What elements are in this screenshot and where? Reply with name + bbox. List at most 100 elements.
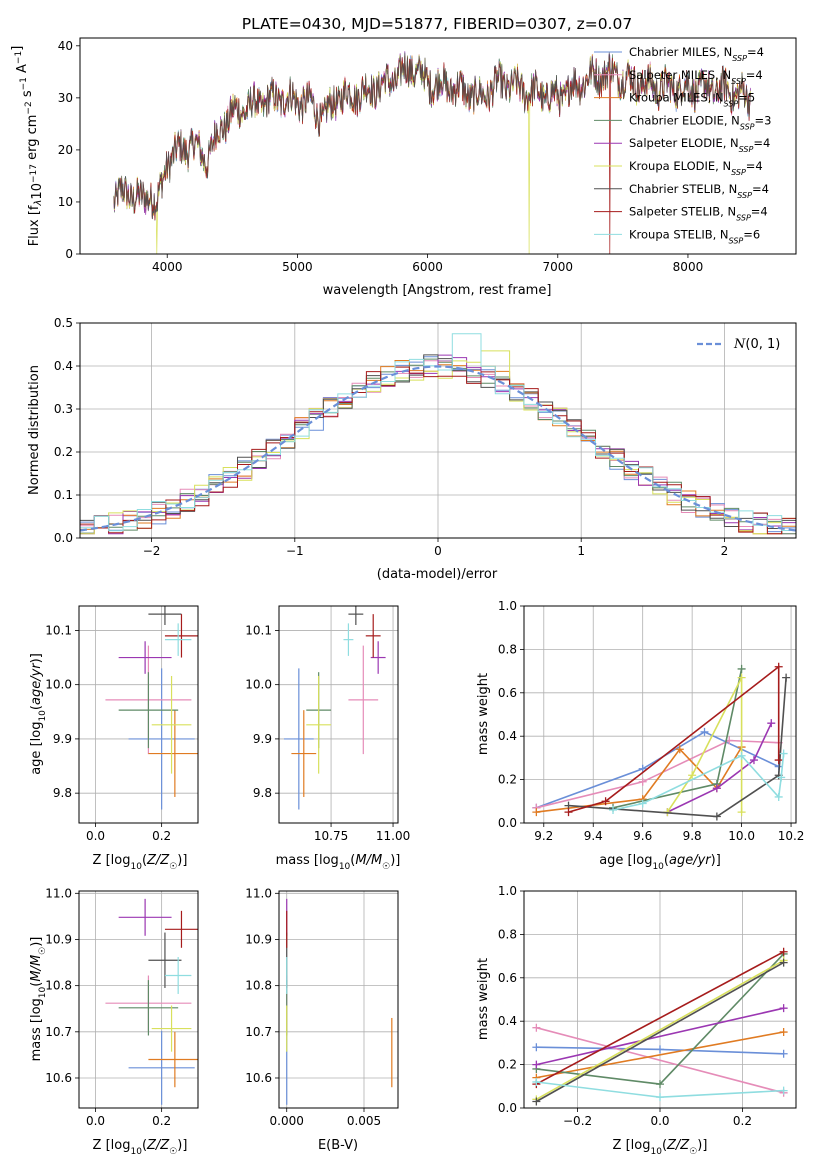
y-tick-label: 0.4 xyxy=(498,1014,517,1028)
legend-label: Chabrier ELODIE, NSSP=3 xyxy=(629,113,771,130)
spectrum-x-label: wavelength [Angstrom, rest frame] xyxy=(323,283,552,298)
y-tick-label: 0.5 xyxy=(54,316,73,330)
label-part: )] xyxy=(697,1138,707,1153)
z-age-point-3 xyxy=(118,672,179,749)
legend-sub: SSP xyxy=(740,122,755,131)
legend-tail: =6 xyxy=(743,227,760,241)
age-weight-series-4 xyxy=(667,722,773,813)
y-tick-label: 0.0 xyxy=(498,816,517,830)
spectrum-title: PLATE=0430, MJD=51877, FIBERID=0307, z=0… xyxy=(242,15,632,33)
label-part: )] xyxy=(390,853,400,868)
histogram-series-4 xyxy=(80,354,796,535)
y-tick-label: 10.7 xyxy=(245,1025,272,1039)
z-mass-point-3 xyxy=(118,980,179,1036)
hist-x-label: (data-model)/error xyxy=(377,567,498,582)
z-age-point-8 xyxy=(164,623,192,656)
legend-sub: SSP xyxy=(731,76,746,85)
legend-label-gaussian: N(0, 1) xyxy=(733,337,780,352)
legend-text: Chabrier ELODIE, N xyxy=(629,113,740,127)
y-tick-label: 0.4 xyxy=(498,729,517,743)
mass-age-point-5 xyxy=(306,675,332,774)
legend-label: Kroupa STELIB, NSSP=6 xyxy=(629,227,760,245)
z-weight-x-label: Z [log10(Z/Z☉)] xyxy=(613,1138,708,1157)
x-tick-label: 9.6 xyxy=(633,829,652,843)
legend-sub: SSP xyxy=(732,54,747,63)
age-weight-marker xyxy=(782,673,791,682)
y-tick-label: 10.0 xyxy=(245,678,272,692)
age-weight-marker xyxy=(712,784,721,793)
legend-args: (0, 1) xyxy=(745,337,780,352)
x-tick-label: 4000 xyxy=(152,260,183,274)
age-weight-marker xyxy=(564,808,573,817)
y-tick-label: 10.0 xyxy=(45,678,72,692)
z-mass-frame xyxy=(78,890,199,1109)
legend-tail: =4 xyxy=(751,205,768,219)
z-age-point-7 xyxy=(164,614,198,658)
y-tick-label: 20 xyxy=(58,143,73,157)
mass-age-point-6 xyxy=(348,606,364,625)
z-weight-series-4 xyxy=(536,1007,784,1066)
label-part: −17 xyxy=(29,164,39,183)
z-mass-point-5 xyxy=(151,1005,192,1052)
legend-tail: =4 xyxy=(746,159,763,173)
label-part: ( xyxy=(662,1138,667,1153)
x-tick-label: 9.2 xyxy=(534,829,553,843)
label-part: age/yr xyxy=(29,662,44,705)
mass-age-grid xyxy=(275,606,398,827)
legend-label: Chabrier MILES, NSSP=4 xyxy=(629,45,764,63)
y-tick-label: 0.4 xyxy=(54,359,73,373)
y-tick-label: 10.7 xyxy=(45,1025,72,1039)
age-weight-frame xyxy=(523,605,797,824)
z-weight-marker xyxy=(656,1045,664,1054)
label-part: age [log xyxy=(599,853,652,868)
age-weight-marker xyxy=(774,756,783,765)
label-part: ( xyxy=(350,853,355,868)
x-tick-label: −0.2 xyxy=(563,1114,592,1128)
label-part: M/M xyxy=(355,853,382,868)
label-part: λ xyxy=(33,200,44,207)
legend-symbol: N xyxy=(733,337,746,352)
y-tick-label: 9.9 xyxy=(53,732,72,746)
y-tick-label: 9.8 xyxy=(53,786,72,800)
x-tick-label: 9.8 xyxy=(683,829,702,843)
y-tick-label: 10.6 xyxy=(45,1071,72,1085)
legend-sub: SSP xyxy=(737,190,752,199)
histogram-series-6 xyxy=(80,354,796,529)
y-tick-label: 0.0 xyxy=(498,1101,517,1115)
age-weight-grid xyxy=(520,605,796,827)
z-weight-marker xyxy=(532,1043,541,1052)
hist-frame xyxy=(79,322,797,539)
label-part: Z [log xyxy=(93,1138,131,1153)
y-tick-label: 10 xyxy=(58,195,73,209)
legend-text: Kroupa MILES, N xyxy=(629,91,724,105)
mass-age-point-7 xyxy=(365,614,381,658)
z-weight-series-6 xyxy=(536,961,784,1103)
z-weight-marker xyxy=(779,1086,788,1095)
age-weight-marker xyxy=(774,792,783,801)
label-part: ( xyxy=(142,1138,147,1153)
age-weight-marker xyxy=(609,805,618,814)
z-weight-marker xyxy=(779,1004,788,1013)
z-weight-marker xyxy=(532,1077,541,1086)
label-part: M/M xyxy=(29,955,44,982)
z-age-point-4 xyxy=(118,641,172,674)
y-tick-label: 10.9 xyxy=(45,932,72,946)
legend-tail: =4 xyxy=(753,136,770,150)
legend-tail: =5 xyxy=(738,91,755,105)
z-weight-series-1 xyxy=(536,1026,784,1094)
z-weight-marker xyxy=(779,947,788,956)
x-tick-label: 6000 xyxy=(412,260,443,274)
label-part: 10 xyxy=(38,710,48,722)
x-tick-label: 0.0 xyxy=(650,1114,669,1128)
label-part: 10 xyxy=(339,862,351,872)
x-tick-label: 1 xyxy=(577,544,585,558)
legend-text: Salpeter ELODIE, N xyxy=(629,136,739,150)
label-part: −2 xyxy=(24,101,34,114)
label-part: )] xyxy=(29,937,44,947)
x-tick-label: 8000 xyxy=(673,260,704,274)
label-part: age/yr xyxy=(669,853,712,868)
z-weight-marker xyxy=(656,1093,664,1102)
z-weight-y-label: mass weight xyxy=(476,958,491,1040)
spectrum-y-label: Flux [fλ10−17 erg cm−2 s−1 A−1] xyxy=(10,46,45,247)
